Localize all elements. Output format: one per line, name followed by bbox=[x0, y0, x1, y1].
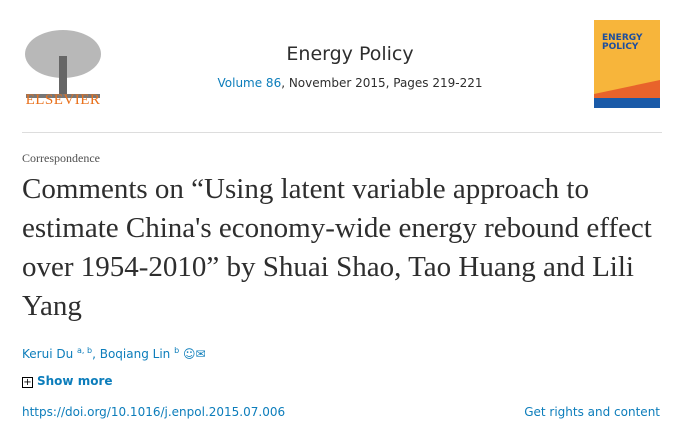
author-link[interactable]: Kerui Du a, b bbox=[22, 346, 93, 361]
author-list: Kerui Du a, b, Boqiang Lin b ☺✉ bbox=[22, 346, 206, 361]
doi-link[interactable]: https://doi.org/10.1016/j.enpol.2015.07.… bbox=[22, 405, 286, 419]
journal-title[interactable]: Energy Policy bbox=[286, 43, 414, 65]
cover-graphic bbox=[594, 80, 660, 108]
author-link[interactable]: Boqiang Lin b bbox=[99, 346, 180, 361]
elsevier-wordmark[interactable]: ELSEVIER bbox=[25, 92, 101, 108]
article-title: Comments on “Using latent variable appro… bbox=[22, 173, 652, 322]
journal-cover[interactable]: ENERGY POLICY bbox=[594, 20, 660, 108]
issue-info: Volume 86, November 2015, Pages 219-221 bbox=[217, 76, 483, 90]
rights-link[interactable]: Get rights and content bbox=[524, 405, 660, 419]
show-more-button[interactable]: + Show more bbox=[22, 374, 113, 388]
email-icon[interactable]: ✉ bbox=[195, 347, 206, 361]
article-type: Correspondence bbox=[22, 151, 100, 165]
divider bbox=[22, 132, 662, 133]
person-icon[interactable]: ☺ bbox=[183, 347, 196, 361]
cover-title: ENERGY POLICY bbox=[602, 33, 643, 52]
volume-link[interactable]: Volume 86 bbox=[217, 76, 282, 90]
plus-box-icon: + bbox=[22, 377, 33, 388]
elsevier-tree-logo bbox=[25, 30, 101, 98]
